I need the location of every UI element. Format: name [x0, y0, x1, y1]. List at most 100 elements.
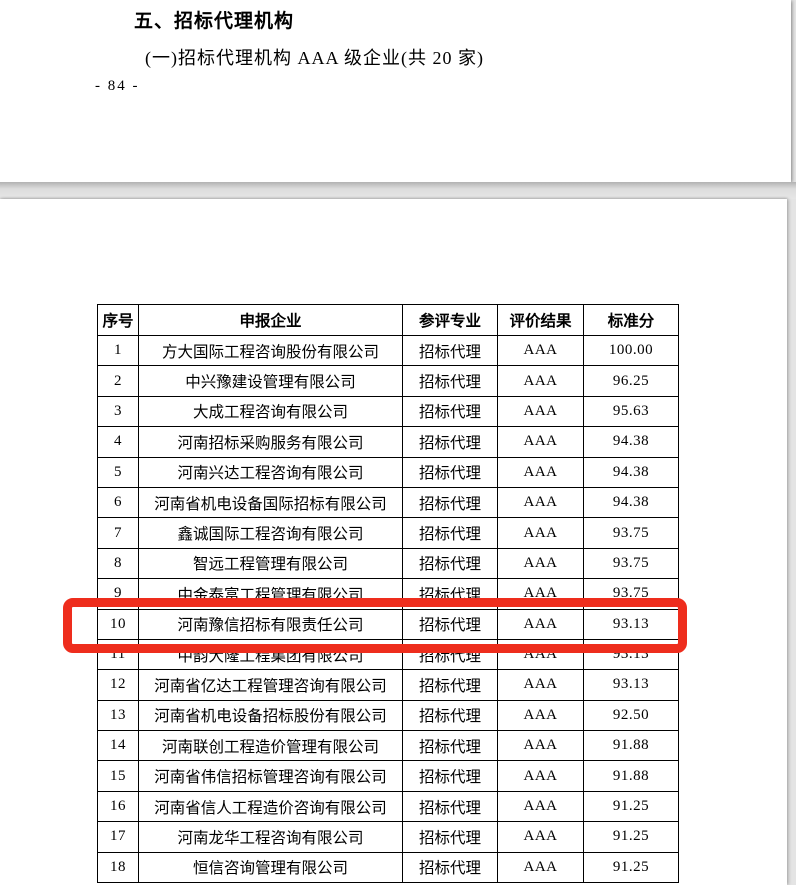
cell-no: 11	[97, 638, 139, 671]
cell-company: 鑫诚国际工程咨询有限公司	[138, 517, 403, 549]
cell-score: 100.00	[583, 334, 679, 367]
cell-no: 5	[97, 456, 139, 488]
cell-specialty: 招标代理	[402, 547, 498, 580]
cell-company: 河南招标采购服务有限公司	[138, 426, 403, 458]
cell-no: 18	[97, 851, 139, 884]
cell-score: 91.88	[583, 730, 679, 762]
cell-company: 中金泰富工程管理有限公司	[138, 578, 403, 610]
cell-no: 16	[97, 790, 139, 823]
table-row: 17 河南龙华工程咨询有限公司 招标代理 AAA 91.25	[97, 821, 679, 853]
header-company: 申报企业	[138, 304, 403, 336]
cell-specialty: 招标代理	[402, 851, 498, 884]
cell-score: 93.75	[583, 578, 679, 610]
cell-result: AAA	[497, 547, 584, 580]
cell-specialty: 招标代理	[402, 638, 498, 671]
cell-no: 10	[97, 608, 139, 640]
cell-specialty: 招标代理	[402, 365, 498, 397]
table-row: 16 河南省信人工程造价咨询有限公司 招标代理 AAA 91.25	[97, 790, 679, 823]
agency-score-table: 序号 申报企业 参评专业 评价结果 标准分 1 方大国际工程咨询股份有限公司 招标代…	[97, 304, 679, 884]
cell-company: 恒信咨询管理有限公司	[138, 851, 403, 884]
cell-score: 91.25	[583, 821, 679, 853]
table-row: 8 智远工程管理有限公司 招标代理 AAA 93.75	[97, 547, 679, 580]
cell-result: AAA	[497, 426, 584, 458]
cell-company: 方大国际工程咨询股份有限公司	[138, 334, 403, 367]
cell-score: 91.25	[583, 790, 679, 823]
cell-company: 河南省伟信招标管理咨询有限公司	[138, 760, 403, 792]
page-break-gap	[0, 182, 796, 199]
cell-specialty: 招标代理	[402, 730, 498, 762]
cell-company: 河南省亿达工程管理咨询有限公司	[138, 669, 403, 701]
cell-result: AAA	[497, 608, 584, 640]
table-row: 12 河南省亿达工程管理咨询有限公司 招标代理 AAA 93.13	[97, 669, 679, 701]
table-row: 3 大成工程咨询有限公司 招标代理 AAA 95.63	[97, 395, 679, 428]
cell-result: AAA	[497, 578, 584, 610]
cell-score: 94.38	[583, 426, 679, 458]
cell-company: 河南联创工程造价管理有限公司	[138, 730, 403, 762]
cell-result: AAA	[497, 638, 584, 671]
cell-result: AAA	[497, 851, 584, 884]
cell-score: 96.25	[583, 365, 679, 397]
document-page-top: 五、招标代理机构 (一)招标代理机构 AAA 级企业(共 20 家) - 84 …	[0, 0, 791, 182]
cell-no: 9	[97, 578, 139, 610]
cell-result: AAA	[497, 730, 584, 762]
cell-score: 91.88	[583, 760, 679, 792]
section-subheading: (一)招标代理机构 AAA 级企业(共 20 家)	[145, 48, 484, 68]
table-row: 9 中金泰富工程管理有限公司 招标代理 AAA 93.75	[97, 578, 679, 610]
cell-result: AAA	[497, 517, 584, 549]
cell-no: 13	[97, 699, 139, 732]
header-score: 标准分	[583, 304, 679, 336]
cell-result: AAA	[497, 334, 584, 367]
cell-result: AAA	[497, 760, 584, 792]
cell-score: 91.25	[583, 851, 679, 884]
cell-specialty: 招标代理	[402, 760, 498, 792]
cell-company: 河南龙华工程咨询有限公司	[138, 821, 403, 853]
cell-result: AAA	[497, 699, 584, 732]
cell-result: AAA	[497, 365, 584, 397]
cell-result: AAA	[497, 456, 584, 488]
cell-specialty: 招标代理	[402, 578, 498, 610]
cell-specialty: 招标代理	[402, 486, 498, 519]
cell-company: 河南省信人工程造价咨询有限公司	[138, 790, 403, 823]
cell-result: AAA	[497, 486, 584, 519]
cell-no: 7	[97, 517, 139, 549]
cell-no: 8	[97, 547, 139, 580]
cell-specialty: 招标代理	[402, 790, 498, 823]
cell-score: 93.75	[583, 547, 679, 580]
cell-score: 93.75	[583, 517, 679, 549]
cell-no: 6	[97, 486, 139, 519]
cell-specialty: 招标代理	[402, 395, 498, 428]
cell-score: 95.63	[583, 395, 679, 428]
table-row: 5 河南兴达工程咨询有限公司 招标代理 AAA 94.38	[97, 456, 679, 488]
cell-no: 4	[97, 426, 139, 458]
cell-specialty: 招标代理	[402, 669, 498, 701]
cell-no: 14	[97, 730, 139, 762]
cell-company: 河南省机电设备招标股份有限公司	[138, 699, 403, 732]
cell-no: 12	[97, 669, 139, 701]
cell-company: 中兴豫建设管理有限公司	[138, 365, 403, 397]
cell-specialty: 招标代理	[402, 699, 498, 732]
header-specialty: 参评专业	[402, 304, 498, 336]
table-row: 2 中兴豫建设管理有限公司 招标代理 AAA 96.25	[97, 365, 679, 397]
header-no: 序号	[97, 304, 139, 336]
cell-no: 15	[97, 760, 139, 792]
cell-no: 1	[97, 334, 139, 367]
header-result: 评价结果	[497, 304, 584, 336]
cell-specialty: 招标代理	[402, 821, 498, 853]
cell-specialty: 招标代理	[402, 334, 498, 367]
cell-score: 93.13	[583, 638, 679, 671]
cell-company: 智远工程管理有限公司	[138, 547, 403, 580]
cell-no: 17	[97, 821, 139, 853]
table-row: 11 中韵大隆工程集团有限公司 招标代理 AAA 93.13	[97, 638, 679, 671]
cell-company: 大成工程咨询有限公司	[138, 395, 403, 428]
table-header-row: 序号 申报企业 参评专业 评价结果 标准分	[97, 304, 679, 336]
cell-specialty: 招标代理	[402, 426, 498, 458]
table-row: 4 河南招标采购服务有限公司 招标代理 AAA 94.38	[97, 426, 679, 458]
table-row: 1 方大国际工程咨询股份有限公司 招标代理 AAA 100.00	[97, 334, 679, 367]
table-row: 13 河南省机电设备招标股份有限公司 招标代理 AAA 92.50	[97, 699, 679, 732]
table-row: 14 河南联创工程造价管理有限公司 招标代理 AAA 91.88	[97, 730, 679, 762]
cell-score: 93.13	[583, 669, 679, 701]
cell-result: AAA	[497, 395, 584, 428]
cell-company: 河南省机电设备国际招标有限公司	[138, 486, 403, 519]
cell-score: 94.38	[583, 486, 679, 519]
cell-company: 河南兴达工程咨询有限公司	[138, 456, 403, 488]
